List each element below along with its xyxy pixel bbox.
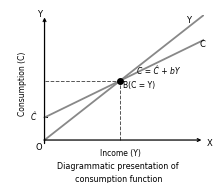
Text: Y: Y — [186, 16, 191, 25]
Text: B(C = Y): B(C = Y) — [123, 81, 156, 90]
Text: Consumption (C): Consumption (C) — [18, 51, 28, 116]
Text: consumption function: consumption function — [75, 175, 162, 183]
Text: Ĉ: Ĉ — [31, 113, 36, 122]
Text: Y: Y — [37, 10, 42, 19]
Text: C: C — [200, 40, 205, 49]
Text: Income (Y): Income (Y) — [100, 149, 141, 158]
Point — [118, 79, 122, 82]
Text: O: O — [35, 143, 42, 152]
Text: X: X — [207, 139, 212, 148]
Text: Diagrammatic presentation of: Diagrammatic presentation of — [57, 162, 179, 171]
Text: C = Ĉ + bY: C = Ĉ + bY — [137, 67, 180, 76]
